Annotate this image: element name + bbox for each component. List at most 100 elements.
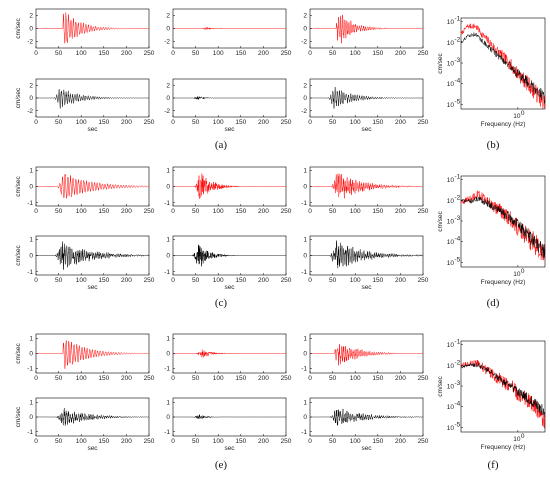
x-axis-label: sec (87, 126, 98, 133)
signal-trace (309, 240, 424, 269)
x-tick-label: 10 (513, 271, 521, 278)
x-tick-label: 0 (34, 119, 38, 126)
y-tick-label: -2 (27, 108, 33, 115)
x-tick-label: 200 (395, 208, 406, 215)
x-tick-label: 0 (171, 375, 175, 382)
x-tick-label: 50 (55, 375, 63, 382)
y-axis-label: cm/sec (15, 244, 22, 265)
x-tick-label: 50 (192, 277, 200, 284)
x-tick-label: 200 (121, 375, 132, 382)
x-tick-label: 50 (192, 119, 200, 126)
y-tick-label: 0 (29, 95, 33, 102)
y-tick-label: -1 (164, 429, 170, 436)
y-tick-label: 1 (166, 167, 170, 174)
x-tick-label: 100 (76, 208, 87, 215)
y-tick-label: 2 (29, 83, 33, 90)
y-tick-label: 2 (303, 83, 307, 90)
x-tick-label: 50 (192, 50, 200, 57)
y-tick-label: 0 (166, 414, 170, 421)
x-tick-label: 0 (171, 208, 175, 215)
y-axis-label: cm/sec (437, 52, 444, 73)
x-tick-label: 50 (55, 50, 63, 57)
y-tick-exponent: -1 (455, 16, 461, 23)
signal-trace (173, 27, 287, 31)
y-tick-label: -2 (164, 39, 170, 46)
signal-trace (172, 244, 287, 267)
y-tick-label: -1 (27, 269, 33, 276)
x-tick-label: 200 (121, 50, 132, 57)
x-tick-exponent: 0 (521, 433, 525, 440)
x-tick-label: 0 (308, 208, 312, 215)
x-tick-label: 150 (372, 208, 383, 215)
x-tick-label: 150 (235, 277, 246, 284)
x-tick-label: 150 (235, 375, 246, 382)
panel-label-a: (a) (215, 139, 228, 151)
x-tick-label: 150 (372, 119, 383, 126)
y-tick-label: 0 (29, 414, 33, 421)
timeseries-axes: 0 50 100 150 200 250-101 (164, 333, 292, 382)
y-tick-label: -1 (27, 366, 33, 373)
x-tick-label: 0 (34, 277, 38, 284)
y-tick-label: 0 (303, 95, 307, 102)
y-tick-label: 0 (166, 351, 170, 358)
x-tick-label: 150 (98, 119, 109, 126)
x-tick-label: 100 (76, 375, 87, 382)
x-tick-label: 100 (213, 375, 224, 382)
x-tick-label: 250 (418, 277, 429, 284)
y-tick-label: -1 (164, 200, 170, 207)
y-tick-label: 0 (303, 26, 307, 33)
x-tick-label: 100 (213, 50, 224, 57)
y-tick-label: 0 (29, 253, 33, 260)
x-tick-label: 250 (418, 50, 429, 57)
x-tick-label: 0 (308, 375, 312, 382)
y-tick-exponent: -1 (455, 339, 461, 346)
x-tick-label: 50 (55, 277, 63, 284)
spectrum-trace (460, 359, 546, 429)
x-tick-label: 150 (98, 208, 109, 215)
panel-label-c: (c) (215, 297, 228, 309)
x-tick-label: 0 (171, 277, 175, 284)
x-tick-label: 50 (192, 375, 200, 382)
x-tick-label: 0 (171, 119, 175, 126)
signal-trace (35, 12, 150, 44)
signal-trace (172, 96, 287, 100)
x-tick-label: 150 (235, 119, 246, 126)
x-tick-label: 100 (350, 438, 361, 445)
x-tick-label: 200 (258, 438, 269, 445)
y-tick-label: -1 (301, 366, 307, 373)
y-tick-label: 0 (166, 95, 170, 102)
y-tick-label: 0 (166, 26, 170, 33)
y-tick-label: 0 (29, 26, 33, 33)
y-tick-label: -1 (27, 429, 33, 436)
y-tick-label: 10 (447, 239, 455, 246)
x-tick-exponent: 0 (521, 110, 525, 117)
y-axis-label: cm/sec (15, 175, 22, 196)
y-tick-exponent: -3 (455, 215, 461, 222)
y-tick-label: -2 (301, 108, 307, 115)
y-tick-label: 0 (29, 184, 33, 191)
y-tick-exponent: -5 (455, 421, 461, 428)
x-tick-label: 0 (34, 438, 38, 445)
x-tick-label: 50 (55, 208, 63, 215)
y-tick-label: 10 (447, 404, 455, 411)
y-tick-label: 1 (29, 167, 33, 174)
y-tick-label: 0 (166, 253, 170, 260)
y-axis-label: cm/sec (15, 87, 22, 108)
y-tick-label: 10 (447, 260, 455, 267)
y-tick-label: 0 (303, 184, 307, 191)
signal-trace (172, 349, 286, 358)
x-tick-label: 250 (281, 119, 292, 126)
signal-trace (309, 344, 424, 366)
x-tick-label: 250 (144, 208, 155, 215)
x-tick-label: 150 (235, 50, 246, 57)
x-tick-label: 150 (372, 438, 383, 445)
x-tick-label: 0 (34, 375, 38, 382)
y-tick-label: 10 (447, 198, 455, 205)
